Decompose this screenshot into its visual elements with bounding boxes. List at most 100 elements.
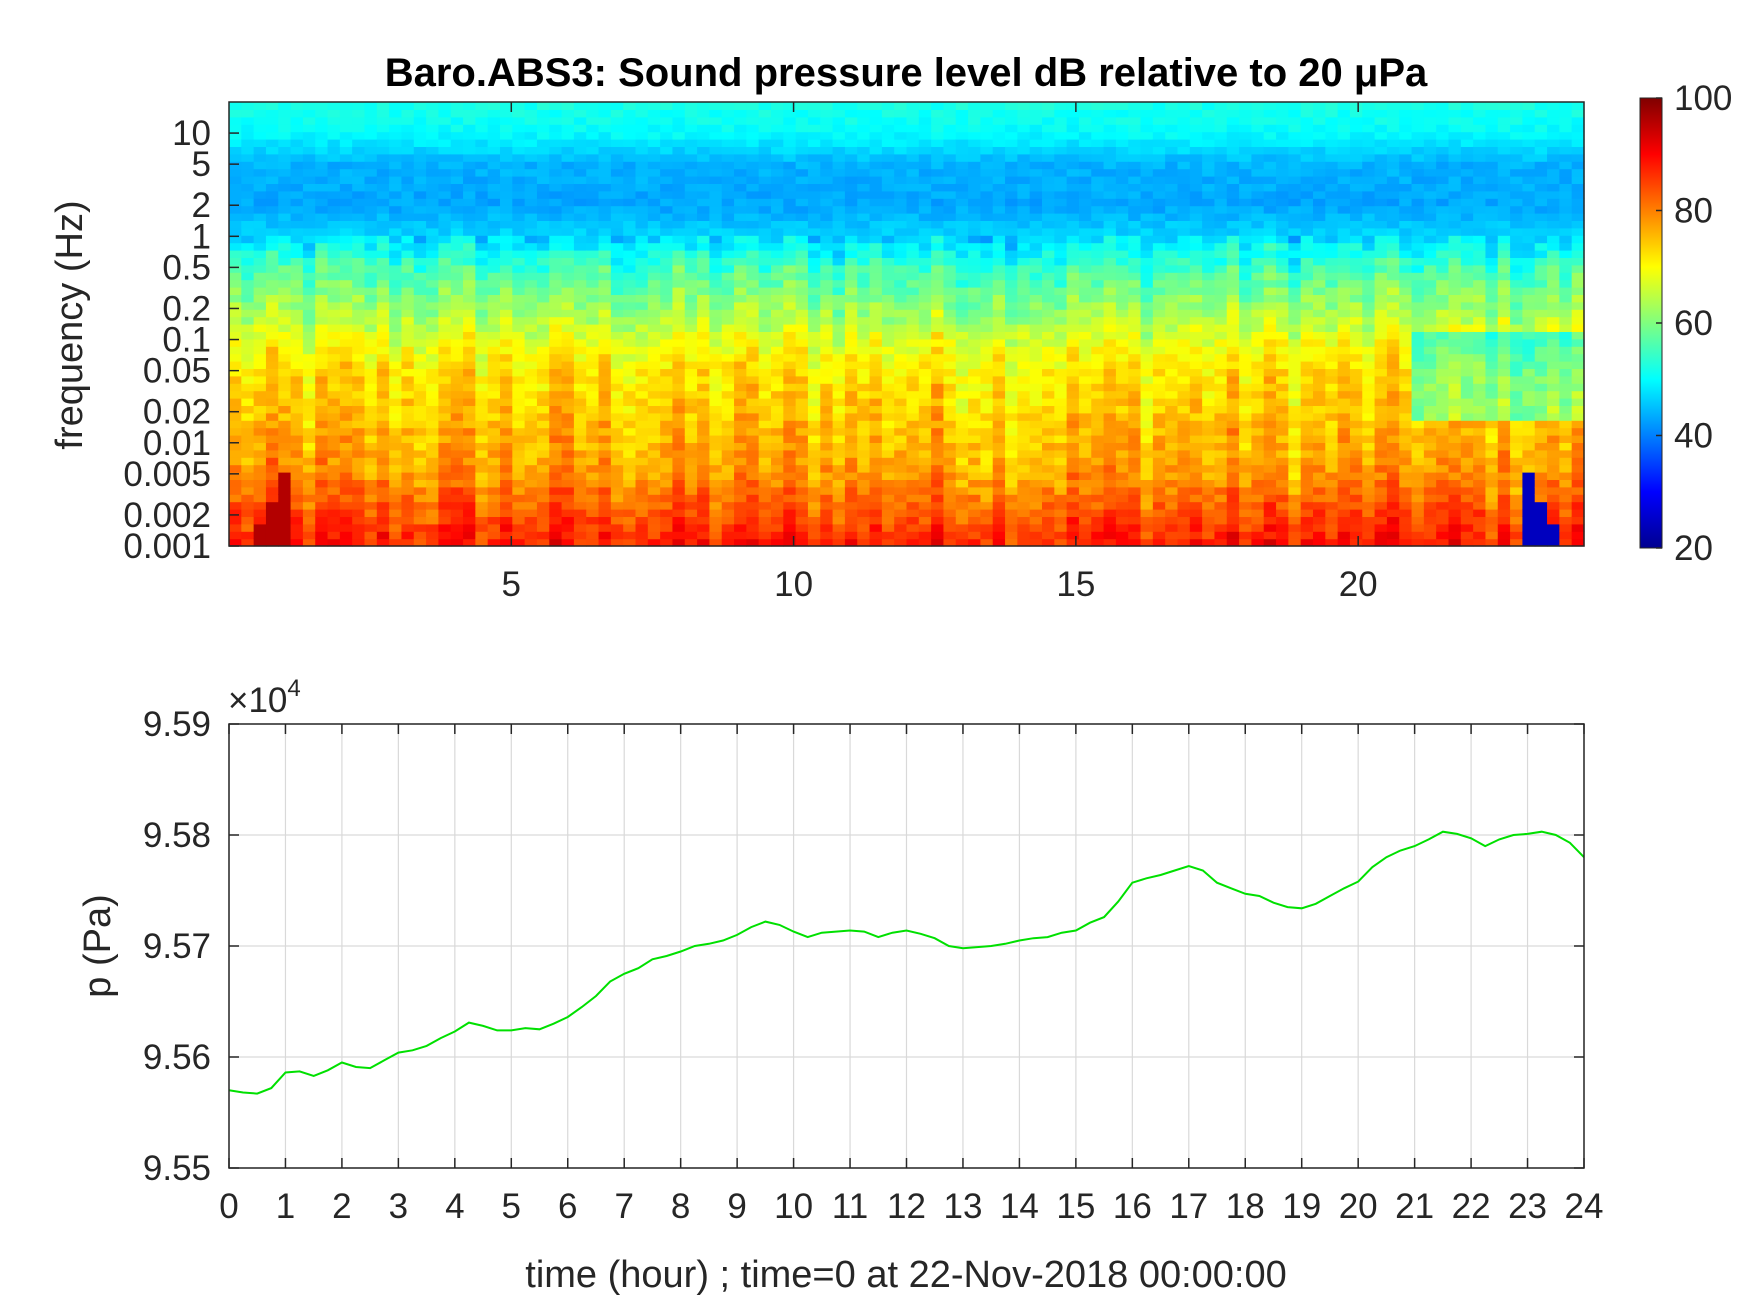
heatmap-cell bbox=[857, 235, 871, 244]
heatmap-cell bbox=[549, 375, 563, 384]
heatmap-cell bbox=[906, 161, 920, 170]
heatmap-cell bbox=[869, 405, 883, 414]
heatmap-cell bbox=[992, 102, 1006, 110]
heatmap-cell bbox=[820, 353, 834, 362]
heatmap-cell bbox=[857, 457, 871, 466]
heatmap-cell bbox=[401, 501, 415, 510]
heatmap-cell bbox=[684, 309, 698, 318]
heatmap-cell bbox=[512, 449, 526, 458]
heatmap-cell bbox=[1214, 509, 1228, 517]
heatmap-cell bbox=[536, 109, 550, 118]
heatmap-cell bbox=[894, 538, 908, 547]
heatmap-cell bbox=[229, 486, 242, 495]
heatmap-cell bbox=[807, 427, 821, 436]
heatmap-cell bbox=[253, 198, 267, 207]
heatmap-cell bbox=[561, 331, 575, 340]
heatmap-cell bbox=[450, 338, 464, 347]
heatmap-cell bbox=[758, 190, 772, 199]
heatmap-cell bbox=[327, 509, 341, 517]
heatmap-cell bbox=[1054, 287, 1068, 295]
heatmap-cell bbox=[1189, 153, 1203, 162]
heatmap-cell bbox=[573, 457, 587, 466]
heatmap-cell bbox=[820, 486, 834, 495]
heatmap-cell bbox=[820, 146, 834, 155]
heatmap-cell bbox=[869, 205, 883, 214]
heatmap-cell bbox=[623, 383, 637, 392]
heatmap-cell bbox=[1091, 124, 1105, 133]
heatmap-cell bbox=[339, 272, 353, 281]
heatmap-cell bbox=[475, 338, 489, 347]
heatmap-cell bbox=[265, 346, 279, 355]
heatmap-cell bbox=[771, 316, 784, 325]
heatmap-cell bbox=[1214, 250, 1228, 258]
heatmap-cell bbox=[647, 531, 661, 540]
heatmap-cell bbox=[1103, 538, 1117, 547]
heatmap-cell bbox=[1103, 294, 1117, 303]
heatmap-cell bbox=[684, 235, 698, 244]
heatmap-cell bbox=[1239, 405, 1253, 414]
heatmap-cell bbox=[573, 257, 587, 266]
heatmap-cell bbox=[1251, 442, 1265, 451]
heatmap-cell bbox=[1078, 316, 1092, 325]
heatmap-cell bbox=[1202, 338, 1216, 347]
heatmap-cell bbox=[389, 205, 403, 214]
heatmap-cell bbox=[229, 124, 242, 133]
heatmap-cell bbox=[586, 361, 600, 369]
heatmap-cell bbox=[1214, 161, 1228, 170]
heatmap-cell bbox=[512, 287, 526, 295]
heatmap-cell bbox=[1152, 205, 1166, 214]
heatmap-cell bbox=[1054, 301, 1068, 310]
heatmap-cell bbox=[302, 153, 316, 162]
heatmap-cell bbox=[623, 375, 637, 384]
heatmap-cell bbox=[931, 464, 945, 473]
heatmap-cell bbox=[1078, 227, 1092, 236]
heatmap-cell bbox=[265, 420, 279, 429]
heatmap-cell bbox=[438, 405, 452, 414]
heatmap-cell bbox=[1054, 501, 1068, 510]
heatmap-cell bbox=[1078, 272, 1092, 281]
heatmap-cell bbox=[1115, 301, 1129, 310]
heatmap-cell bbox=[721, 205, 735, 214]
heatmap-cell bbox=[389, 464, 403, 473]
heatmap-cell bbox=[598, 227, 612, 236]
heatmap-cell bbox=[1152, 264, 1166, 273]
heatmap-cell bbox=[1165, 183, 1179, 192]
heatmap-cell bbox=[672, 435, 686, 443]
heatmap-cell bbox=[401, 161, 415, 170]
heatmap-cell bbox=[512, 227, 526, 236]
heatmap-cell bbox=[734, 109, 747, 118]
heatmap-cell bbox=[832, 538, 846, 547]
heatmap-cell bbox=[980, 235, 994, 244]
heatmap-cell bbox=[1091, 294, 1105, 303]
heatmap-cell bbox=[241, 102, 255, 110]
heatmap-cell bbox=[573, 531, 587, 540]
heatmap-cell bbox=[253, 146, 267, 155]
heatmap-cell bbox=[721, 412, 735, 421]
heatmap-cell bbox=[992, 124, 1006, 133]
heatmap-cell bbox=[1005, 205, 1018, 214]
heatmap-cell bbox=[536, 538, 550, 547]
heatmap-cell bbox=[635, 235, 649, 244]
heatmap-cell bbox=[931, 338, 945, 347]
heatmap-cell bbox=[783, 405, 797, 414]
heatmap-cell bbox=[771, 531, 784, 540]
heatmap-cell bbox=[1042, 146, 1055, 155]
heatmap-cell bbox=[746, 279, 760, 288]
heatmap-cell bbox=[487, 427, 501, 436]
heatmap-cell bbox=[339, 287, 353, 295]
heatmap-cell bbox=[278, 486, 292, 495]
heatmap-cell bbox=[573, 183, 587, 192]
heatmap-cell bbox=[561, 109, 575, 118]
heatmap-cell bbox=[512, 516, 526, 525]
heatmap-cell bbox=[1214, 176, 1228, 184]
heatmap-cell bbox=[573, 168, 587, 177]
heatmap-cell bbox=[1177, 420, 1191, 429]
heatmap-cell bbox=[869, 176, 883, 184]
heatmap-cell bbox=[1115, 213, 1129, 221]
heatmap-cell bbox=[487, 420, 501, 429]
heatmap-cell bbox=[820, 427, 834, 436]
heatmap-cell bbox=[906, 449, 920, 458]
heatmap-cell bbox=[364, 324, 378, 332]
heatmap-cell bbox=[315, 368, 329, 377]
heatmap-cell bbox=[894, 427, 908, 436]
